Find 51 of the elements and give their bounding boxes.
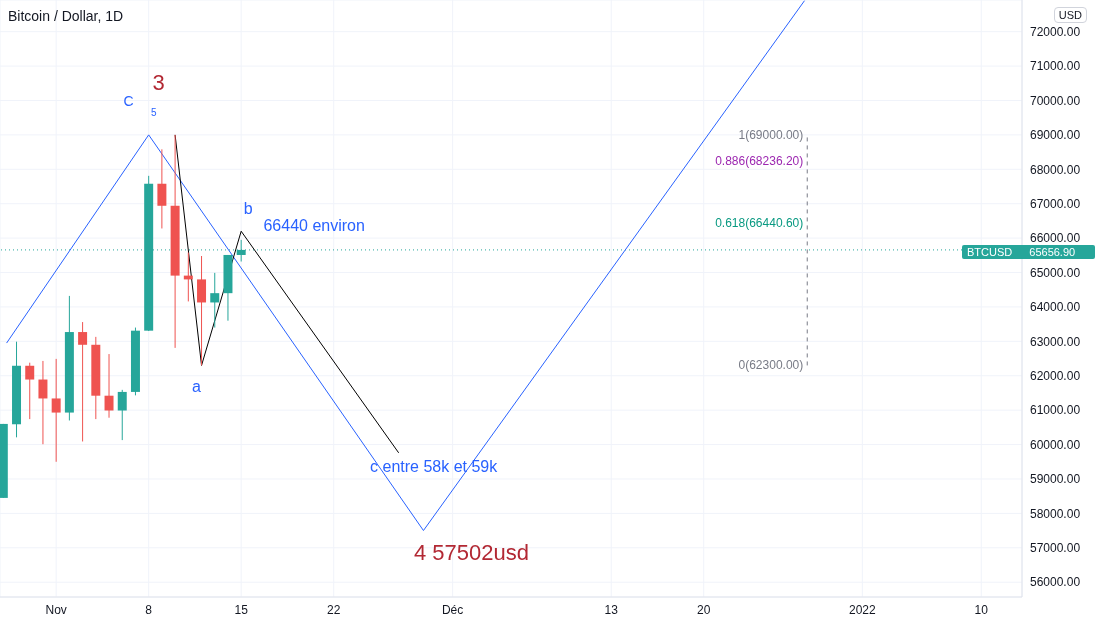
candlestick xyxy=(25,362,35,420)
annotation: c entre 58k et 59k xyxy=(370,457,498,477)
y-tick-label: 62000.00 xyxy=(1030,369,1081,384)
candlestick xyxy=(117,389,127,441)
y-tick-label: 60000.00 xyxy=(1030,437,1081,452)
annotation: 66440 environ xyxy=(263,215,365,235)
annotation: 3 xyxy=(152,69,165,97)
y-tick-label: 61000.00 xyxy=(1030,403,1081,418)
x-tick-label: 10 xyxy=(974,602,989,617)
candlestick xyxy=(210,272,220,329)
annotation: b xyxy=(243,198,253,218)
x-tick-label: 13 xyxy=(604,602,619,617)
y-axis-title: USD xyxy=(1053,7,1087,23)
y-tick-label: 64000.00 xyxy=(1030,300,1081,315)
y-tick-label: 66000.00 xyxy=(1030,231,1081,246)
y-tick-label: 56000.00 xyxy=(1030,575,1081,590)
y-tick-label: 63000.00 xyxy=(1030,334,1081,349)
y-tick-label: 65000.00 xyxy=(1030,265,1081,280)
y-tick-label: 68000.00 xyxy=(1030,162,1081,177)
annotation: 5 xyxy=(150,106,157,119)
annotation: 0.618(66440.60) xyxy=(715,215,804,231)
x-tick-label: 22 xyxy=(327,602,341,617)
annotation: 1(69000.00) xyxy=(738,127,804,143)
x-tick-label: 20 xyxy=(697,602,711,617)
y-tick-label: 72000.00 xyxy=(1030,24,1081,39)
annotation: 0(62300.00) xyxy=(738,358,804,373)
x-tick-label: 15 xyxy=(234,602,249,617)
annotation: C xyxy=(123,93,134,111)
x-tick-label: Nov xyxy=(45,602,67,617)
ref-line-label: BTCUSD 65656.90 xyxy=(962,244,1095,259)
y-tick-label: 59000.00 xyxy=(1030,472,1081,487)
line-series xyxy=(6,0,805,532)
annotation: 0.886(68236.20) xyxy=(715,153,804,169)
candlestick xyxy=(197,255,207,366)
candlestick xyxy=(104,353,114,419)
y-tick-label: 58000.00 xyxy=(1030,506,1081,521)
y-tick-label: 67000.00 xyxy=(1030,196,1081,211)
y-tick-label: 57000.00 xyxy=(1030,541,1081,556)
y-tick-label: 71000.00 xyxy=(1030,59,1081,74)
annotation: a xyxy=(192,376,201,396)
candlestick xyxy=(157,148,167,229)
candlestick xyxy=(38,360,48,445)
candlestick xyxy=(78,321,88,442)
candlestick xyxy=(51,358,61,463)
x-tick-label: 8 xyxy=(145,602,153,617)
y-tick-label: 69000.00 xyxy=(1030,128,1081,143)
text: Bitcoin / Dollar, 1D xyxy=(8,8,124,24)
x-tick-label: 2022 xyxy=(848,602,876,617)
y-tick-label: 70000.00 xyxy=(1030,93,1081,108)
annotation: 4 57502usd xyxy=(413,540,529,567)
x-tick-label: Déc xyxy=(441,602,464,617)
